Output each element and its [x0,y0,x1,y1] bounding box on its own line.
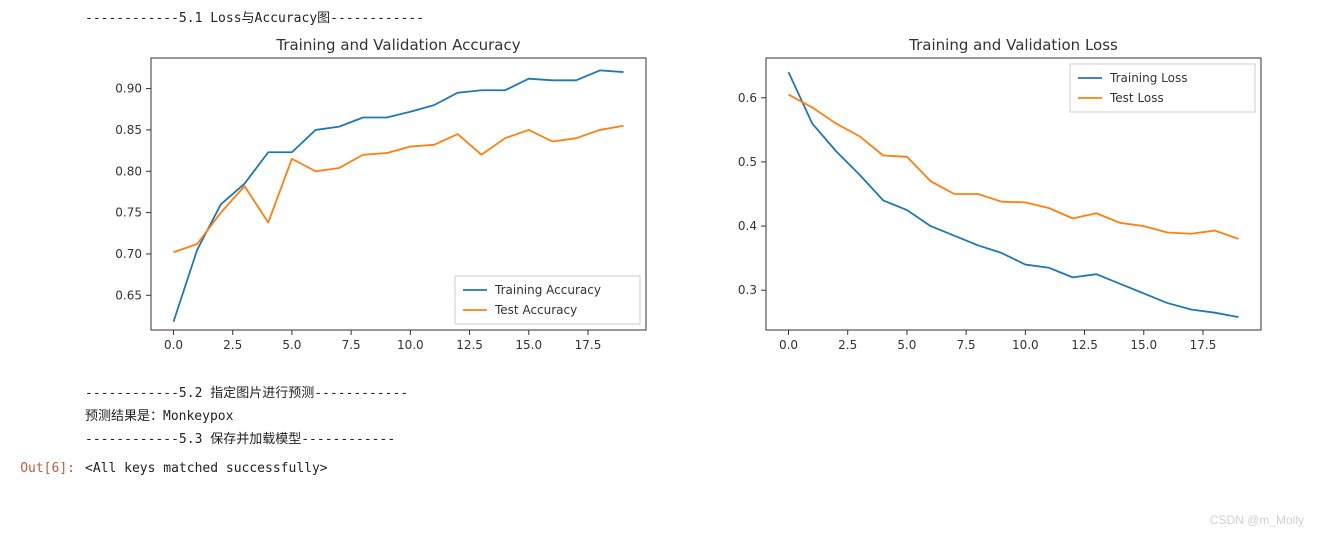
loss-chart: Training and Validation Loss 0.0 2.5 5.0 7.5… [700,34,1275,368]
svg-text:0.0: 0.0 [779,338,798,352]
svg-text:5.0: 5.0 [282,338,301,352]
section-5-3-text: ------------5.3 保存并加载模型------------ [85,428,1322,447]
svg-text:17.5: 17.5 [575,338,602,352]
accuracy-chart-svg: Training and Validation Accuracy 0.0 2.5 5.… [85,34,660,364]
charts-row: Training and Validation Accuracy 0.0 2.5 5.… [0,34,1322,368]
svg-text:10.0: 10.0 [1012,338,1039,352]
output-line-predict: 预测结果是：Monkeypox [0,405,1322,424]
svg-text:12.5: 12.5 [1071,338,1098,352]
prompt-empty [0,7,85,26]
prompt-empty [0,405,85,424]
svg-text:0.4: 0.4 [738,219,757,233]
svg-text:0.3: 0.3 [738,283,757,297]
out-cell: Out[6]: <All keys matched successfully> [0,461,1322,476]
svg-text:0.6: 0.6 [738,91,757,105]
svg-text:Test Loss: Test Loss [1109,91,1164,105]
svg-text:Training Accuracy: Training Accuracy [494,283,601,297]
svg-text:Training Loss: Training Loss [1109,71,1187,85]
svg-text:0.85: 0.85 [115,123,142,137]
svg-text:7.5: 7.5 [342,338,361,352]
svg-text:15.0: 15.0 [515,338,542,352]
svg-text:10.0: 10.0 [397,338,424,352]
svg-text:0.75: 0.75 [115,206,142,220]
spacer [0,449,1322,459]
prompt-empty [0,428,85,447]
svg-text:7.5: 7.5 [957,338,976,352]
output-line-5-3: ------------5.3 保存并加载模型------------ [0,428,1322,447]
svg-text:15.0: 15.0 [1130,338,1157,352]
svg-text:0.70: 0.70 [115,247,142,261]
svg-text:0.65: 0.65 [115,288,142,302]
out-text: <All keys matched successfully> [85,461,1322,476]
svg-text:2.5: 2.5 [223,338,242,352]
accuracy-chart: Training and Validation Accuracy 0.0 2.5 5.… [85,34,660,368]
predict-text: 预测结果是：Monkeypox [85,405,1322,424]
svg-text:5.0: 5.0 [897,338,916,352]
section-5-2-text: ------------5.2 指定图片进行预测------------ [85,382,1322,401]
svg-text:2.5: 2.5 [838,338,857,352]
out-prompt: Out[6]: [0,461,85,476]
svg-text:Training and Validation Loss: Training and Validation Loss [908,36,1118,54]
svg-text:0.0: 0.0 [164,338,183,352]
svg-text:12.5: 12.5 [456,338,483,352]
svg-text:0.5: 0.5 [738,155,757,169]
output-line-5-2: ------------5.2 指定图片进行预测------------ [0,382,1322,401]
svg-text:17.5: 17.5 [1190,338,1217,352]
section-5-1-text: ------------5.1 Loss与Accuracy图----------… [85,7,1322,26]
svg-text:0.80: 0.80 [115,164,142,178]
svg-text:Test Accuracy: Test Accuracy [494,303,577,317]
page: ------------5.1 Loss与Accuracy图----------… [0,0,1322,478]
loss-chart-svg: Training and Validation Loss 0.0 2.5 5.0 7.5… [700,34,1275,364]
prompt-empty [0,382,85,401]
output-line-5-1: ------------5.1 Loss与Accuracy图----------… [0,7,1322,26]
svg-text:Training and Validation Accura: Training and Validation Accuracy [275,36,520,54]
watermark: CSDN @m_Molly [1210,513,1304,527]
svg-text:0.90: 0.90 [115,82,142,96]
